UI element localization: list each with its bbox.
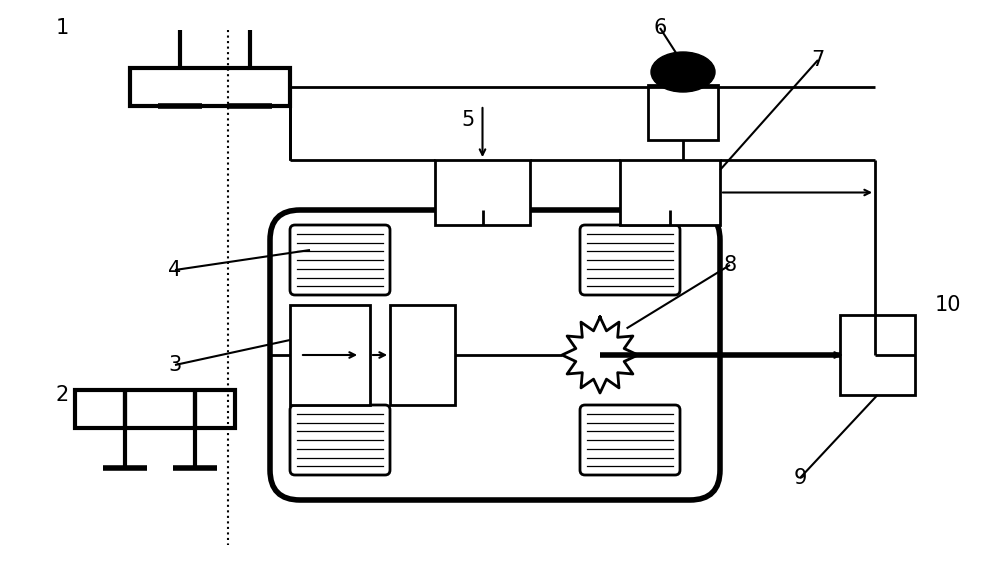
- Text: 2: 2: [55, 385, 69, 405]
- Text: 10: 10: [935, 295, 961, 315]
- Text: 6: 6: [653, 18, 667, 38]
- Text: 7: 7: [811, 50, 825, 70]
- FancyBboxPatch shape: [580, 225, 680, 295]
- Text: 1: 1: [55, 18, 69, 38]
- FancyBboxPatch shape: [290, 405, 390, 475]
- Bar: [435, 160, 530, 225]
- Text: 8: 8: [723, 255, 737, 275]
- Bar: [620, 160, 720, 225]
- Ellipse shape: [651, 52, 715, 92]
- FancyBboxPatch shape: [270, 210, 720, 500]
- Text: 4: 4: [168, 260, 182, 280]
- Bar: [390, 305, 455, 405]
- Text: 3: 3: [168, 355, 182, 375]
- Bar: [290, 305, 370, 405]
- Bar: [75, 390, 235, 428]
- Text: 9: 9: [793, 468, 807, 488]
- Bar: [840, 315, 915, 395]
- Bar: [648, 85, 718, 140]
- Bar: [130, 68, 290, 106]
- Text: 5: 5: [461, 110, 475, 130]
- FancyBboxPatch shape: [580, 405, 680, 475]
- FancyBboxPatch shape: [290, 225, 390, 295]
